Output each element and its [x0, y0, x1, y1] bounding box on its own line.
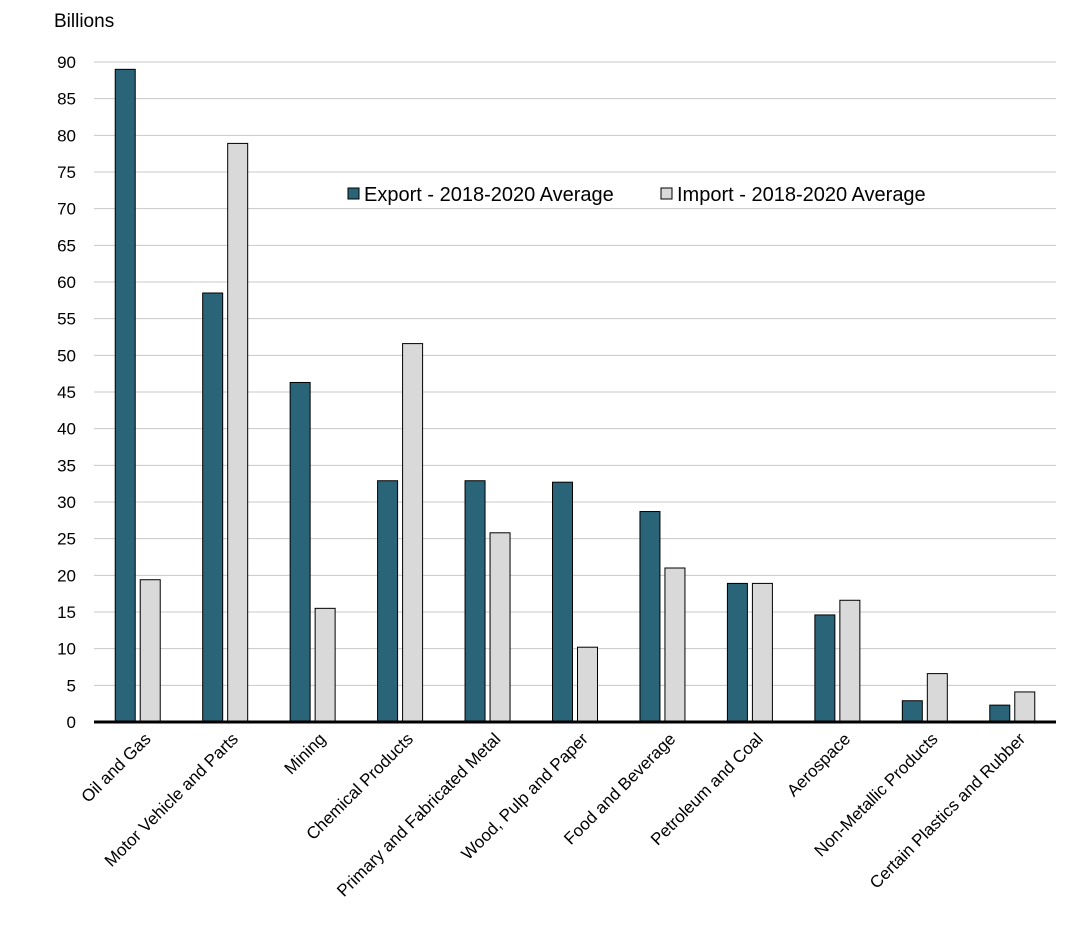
import-bar: [577, 646, 598, 723]
export-bar: [289, 381, 311, 723]
import-bar: [139, 579, 161, 723]
bars: [114, 68, 1036, 723]
import-bar: [402, 343, 424, 723]
y-tick-label: 0: [67, 713, 76, 732]
y-tick-label: 65: [57, 236, 76, 255]
x-category-label: Mining: [281, 729, 330, 778]
legend-swatch-import: [660, 187, 673, 200]
y-tick-label: 10: [57, 640, 76, 659]
export-bar: [726, 582, 748, 723]
import-bar: [751, 582, 773, 723]
y-tick-label: 75: [57, 163, 76, 182]
legend-label-export: Export - 2018-2020 Average: [364, 184, 614, 206]
x-category-label: Certain Plastics and Rubber: [866, 729, 1029, 892]
export-bar: [814, 614, 836, 723]
y-axis-title: Billions: [54, 11, 114, 32]
gridlines: [94, 61, 1056, 686]
legend-swatch-export: [347, 187, 360, 200]
y-tick-label: 60: [57, 273, 76, 292]
import-bar: [489, 532, 511, 723]
legend-label-import: Import - 2018-2020 Average: [677, 184, 926, 206]
y-tick-label: 50: [57, 346, 76, 365]
y-tick-label: 30: [57, 493, 76, 512]
y-tick-label: 55: [57, 310, 76, 329]
y-tick-label: 85: [57, 90, 76, 109]
y-tick-label: 40: [57, 420, 76, 439]
import-bar: [839, 599, 861, 723]
y-tick-label: 5: [67, 676, 76, 695]
y-tick-label: 70: [57, 200, 76, 219]
y-tick-label: 45: [57, 383, 76, 402]
import-bar: [314, 607, 336, 723]
import-bar: [926, 673, 948, 723]
import-bar: [1014, 691, 1036, 723]
y-tick-label: 15: [57, 603, 76, 622]
legend: Export - 2018-2020 Average Import - 2018…: [347, 184, 926, 206]
export-bar: [464, 480, 486, 723]
export-bar: [202, 292, 224, 723]
y-tick-label: 25: [57, 530, 76, 549]
x-category-label: Aerospace: [783, 729, 854, 800]
export-bar: [377, 480, 399, 723]
y-tick-label: 20: [57, 566, 76, 585]
y-tick-label: 80: [57, 126, 76, 145]
import-bar: [227, 142, 249, 723]
x-category-label: Oil and Gas: [78, 729, 155, 806]
import-bar: [664, 567, 686, 723]
export-bar: [639, 511, 661, 723]
export-bar: [552, 481, 573, 723]
y-tick-label: 35: [57, 456, 76, 475]
export-bar: [989, 704, 1011, 723]
export-bar: [901, 700, 923, 723]
y-axis-ticks: 0 5 10 15 20 25 30 35 40 45 50 55 60 65 70 75 80 85 90: [57, 53, 76, 732]
export-bar: [114, 68, 136, 723]
x-category-label: Primary and Fabricated Metal: [333, 729, 504, 900]
y-tick-label: 90: [57, 53, 76, 72]
